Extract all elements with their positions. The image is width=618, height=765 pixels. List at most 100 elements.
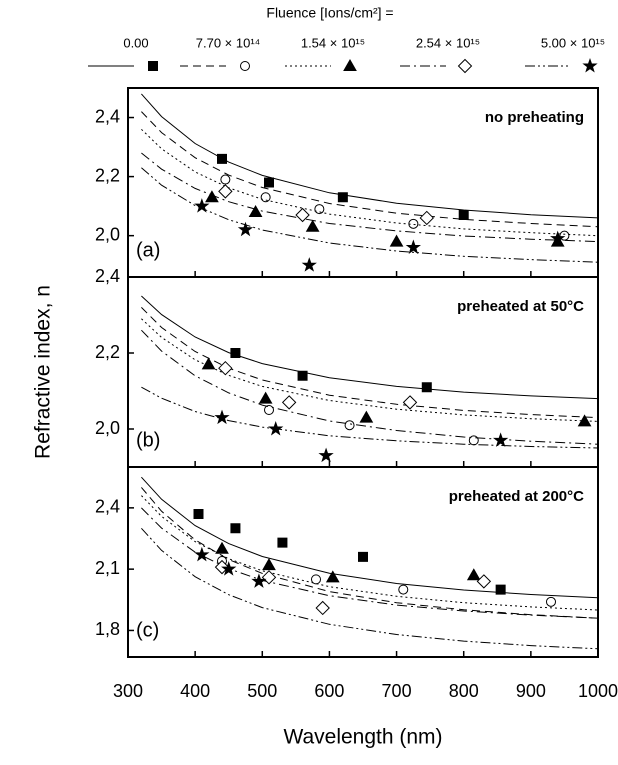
- data-point: [194, 198, 210, 213]
- data-point: [260, 192, 271, 203]
- fit-curve: [141, 307, 598, 419]
- legend-marker: [582, 57, 598, 73]
- y-tick-label: 2,0: [95, 224, 120, 244]
- fit-curve: [141, 152, 598, 243]
- data-point: [194, 546, 210, 562]
- data-point: [337, 192, 348, 203]
- data-point: [301, 257, 317, 272]
- y-tick-label: 2,4: [95, 497, 120, 517]
- legend-label: 5.00 × 10¹⁵: [541, 35, 605, 50]
- data-point: [295, 207, 310, 223]
- data-point: [297, 370, 308, 381]
- data-point: [358, 551, 368, 562]
- data-point: [359, 410, 374, 423]
- fit-curve: [141, 167, 598, 263]
- data-point: [389, 234, 404, 247]
- data-point: [218, 360, 233, 376]
- data-point: [405, 239, 421, 254]
- data-point: [421, 382, 432, 393]
- data-point: [493, 432, 509, 447]
- data-point: [248, 205, 263, 218]
- x-tick-label: 500: [247, 681, 277, 701]
- data-point: [268, 420, 284, 436]
- data-point: [193, 508, 204, 519]
- data-point: [215, 541, 229, 554]
- legend-label: 1.54 × 10¹⁵: [301, 35, 365, 50]
- legend-label: 0.00: [123, 35, 148, 50]
- fit-curve: [141, 495, 598, 611]
- data-point: [545, 596, 557, 607]
- panel-label: (c): [136, 619, 159, 641]
- data-point: [305, 219, 320, 232]
- legend-marker: [239, 61, 251, 71]
- y-tick-label: 2,4: [95, 266, 120, 286]
- data-point: [220, 174, 231, 185]
- data-point: [262, 558, 276, 571]
- data-point: [408, 218, 419, 229]
- data-point: [476, 574, 492, 589]
- y-axis-label: Refractive index, n: [32, 285, 55, 459]
- legend-marker: [457, 58, 473, 74]
- fit-curve: [141, 329, 598, 445]
- data-point: [263, 405, 275, 415]
- data-point: [258, 391, 273, 404]
- data-point: [217, 153, 227, 164]
- data-point: [251, 573, 267, 588]
- legend-title: Fluence [Ions/cm²] =: [266, 5, 393, 21]
- annotation: no preheating: [485, 109, 584, 126]
- x-tick-label: 300: [113, 681, 143, 701]
- data-point: [221, 561, 237, 576]
- annotation: preheated at 200°C: [449, 488, 584, 505]
- x-tick-label: 800: [449, 681, 479, 701]
- data-point: [419, 210, 434, 226]
- x-tick-label: 700: [382, 681, 412, 701]
- data-point: [398, 584, 409, 595]
- data-point: [344, 420, 355, 431]
- legend-marker: [148, 61, 158, 71]
- data-point: [218, 184, 233, 199]
- panel-frame: [127, 466, 599, 658]
- data-point: [325, 570, 340, 583]
- fit-curve: [141, 128, 598, 237]
- data-point: [315, 600, 330, 616]
- x-tick-label: 400: [180, 681, 210, 701]
- y-tick-label: 2,0: [95, 418, 120, 438]
- y-tick-label: 2,1: [95, 558, 120, 578]
- y-tick-label: 1,8: [95, 619, 120, 639]
- panel-label: (b): [136, 429, 160, 451]
- data-point: [277, 537, 288, 548]
- fit-curve: [141, 93, 598, 219]
- data-point: [237, 221, 254, 237]
- data-point: [281, 395, 297, 410]
- data-point: [458, 209, 469, 220]
- x-axis-label: Wavelength (nm): [283, 726, 442, 749]
- data-point: [261, 570, 277, 585]
- data-point: [577, 414, 592, 427]
- fit-curve: [141, 295, 598, 400]
- data-point: [402, 395, 418, 410]
- fit-curve: [141, 318, 598, 422]
- data-point: [495, 584, 506, 595]
- data-point: [201, 357, 216, 370]
- y-tick-label: 2,4: [95, 106, 120, 126]
- x-tick-label: 900: [516, 681, 546, 701]
- legend-label: 2.54 × 10¹⁵: [416, 35, 480, 50]
- panel-label: (a): [136, 239, 160, 261]
- data-point: [550, 230, 566, 246]
- annotation: preheated at 50°C: [457, 298, 584, 315]
- data-point: [318, 447, 334, 463]
- legend-label: 7.70 × 10¹⁴: [196, 35, 261, 50]
- legend-marker: [343, 58, 357, 71]
- data-point: [214, 409, 230, 425]
- fit-curve: [141, 487, 598, 619]
- fit-curve: [141, 507, 598, 619]
- fit-curve: [141, 111, 598, 228]
- fit-curve: [141, 527, 598, 650]
- y-tick-label: 2,2: [95, 342, 120, 362]
- y-tick-label: 2,2: [95, 165, 120, 185]
- data-point: [230, 523, 241, 534]
- x-tick-label: 600: [314, 681, 344, 701]
- data-point: [466, 568, 481, 581]
- data-point: [314, 204, 325, 215]
